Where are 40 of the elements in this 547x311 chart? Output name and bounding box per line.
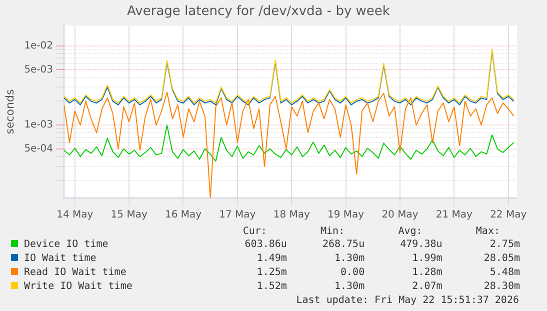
text: 479.38u xyxy=(399,238,442,252)
x-tick-label: 21 May xyxy=(436,210,473,221)
text: Last update: Fri May 22 15:51:37 2026 xyxy=(295,294,520,308)
x-tick-label: 14 May xyxy=(56,210,94,221)
text: 1.25m xyxy=(256,266,287,280)
x-tick-label: 16 May xyxy=(164,210,202,221)
text: 0.00 xyxy=(340,266,365,280)
legend-label: Write IO Wait time xyxy=(23,280,134,294)
y-axis-title: seconds xyxy=(3,89,16,134)
text: 2.07m xyxy=(411,280,442,294)
chart-title: Average latency for /dev/xvda - by week xyxy=(127,4,390,20)
text: Avg: xyxy=(397,226,424,238)
x-tick-label: 18 May xyxy=(273,210,310,221)
x-tick-label: 17 May xyxy=(219,210,256,221)
text: 1.52m xyxy=(256,280,287,294)
legend-label: IO Wait time xyxy=(23,252,98,266)
y-tick-label: 5e-04 xyxy=(24,143,54,154)
y-tick-label: 5e-03 xyxy=(24,64,54,76)
text: 5.48m xyxy=(488,266,520,280)
x-tick-label: 15 May xyxy=(110,210,148,221)
text: 2.75m xyxy=(488,238,520,252)
text: Cur: xyxy=(242,226,268,238)
text: 28.30m xyxy=(482,280,520,294)
text: Min: xyxy=(320,226,346,238)
x-tick-label: 22 May xyxy=(490,210,527,221)
text: 1.49m xyxy=(256,252,287,266)
text: 1.30m xyxy=(334,252,365,266)
legend-label: Read IO Wait time xyxy=(23,266,128,280)
y-tick-label: 1e-02 xyxy=(24,40,54,52)
x-tick-label: 20 May xyxy=(382,210,418,221)
text: 1.28m xyxy=(411,266,442,280)
y-tick-label: 1e-03 xyxy=(24,120,54,131)
text: Max: xyxy=(474,226,501,238)
legend-label: Device IO time xyxy=(23,238,110,252)
text: 268.75u xyxy=(321,238,365,252)
text: 1.30m xyxy=(334,280,365,294)
x-tick-label: 19 May xyxy=(328,210,364,221)
text: 603.86u xyxy=(244,238,287,252)
text: 1.99m xyxy=(411,252,442,266)
text: 28.05m xyxy=(482,252,520,266)
